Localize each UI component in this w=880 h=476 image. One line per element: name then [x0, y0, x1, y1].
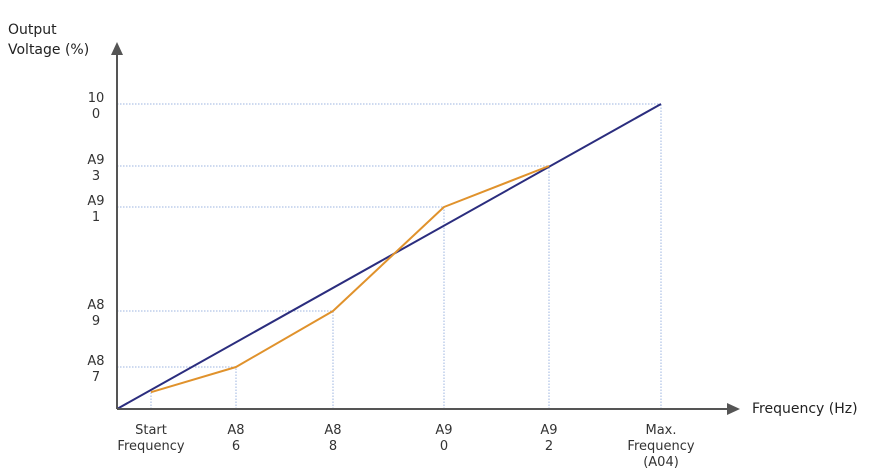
- y-tick-label-3: A9 1: [84, 194, 108, 226]
- y-tick-label-4-line-1: A9: [87, 153, 105, 168]
- x-tick-label-6: Max. Frequency (A04): [611, 423, 711, 471]
- series-line-1: [116, 103, 662, 410]
- x-tick-label-5-line-2: 2: [544, 439, 554, 454]
- y-axis-arrow: [111, 42, 123, 55]
- x-tick-label-1: Start Frequency: [101, 423, 201, 455]
- y-tick-label-5-line-1: 10: [87, 91, 105, 106]
- x-tick-label-6-line-3: (A04): [643, 455, 679, 470]
- x-tick-label-1-line-2: Frequency: [117, 439, 185, 454]
- x-tick-label-6-line-1: Max.: [645, 423, 677, 438]
- x-tick-label-5-line-1: A9: [540, 423, 558, 438]
- y-tick-label-1-line-1: A8: [87, 354, 105, 369]
- y-tick-label-4: A9 3: [84, 153, 108, 185]
- x-tick-label-2: A8 6: [186, 423, 286, 455]
- series-line-2: [150, 165, 550, 394]
- y-tick-label-3-line-2: 1: [91, 210, 101, 225]
- x-axis-arrow: [727, 403, 740, 415]
- x-axis-title: Frequency (Hz): [752, 401, 858, 417]
- y-axis-title: Output Voltage (%): [8, 20, 89, 60]
- y-tick-label-1-line-2: 7: [91, 370, 101, 385]
- y-tick-label-1: A8 7: [84, 354, 108, 386]
- y-tick-label-2-line-2: 9: [91, 314, 101, 329]
- x-tick-label-2-line-1: A8: [227, 423, 245, 438]
- axes: [111, 42, 740, 415]
- x-tick-label-4-line-2: 0: [439, 439, 449, 454]
- y-tick-label-2: A8 9: [84, 298, 108, 330]
- x-tick-label-5: A9 2: [499, 423, 599, 455]
- y-axis-title-line-1: Output: [8, 22, 57, 38]
- y-tick-label-3-line-1: A9: [87, 194, 105, 209]
- x-tick-label-2-line-2: 6: [231, 439, 241, 454]
- y-tick-label-5-line-2: 0: [91, 107, 101, 122]
- y-tick-label-2-line-1: A8: [87, 298, 105, 313]
- x-tick-label-4-line-1: A9: [435, 423, 453, 438]
- y-axis-title-line-2: Voltage (%): [8, 42, 90, 58]
- gridlines: [117, 103, 662, 409]
- x-tick-label-3-line-1: A8: [324, 423, 342, 438]
- x-tick-label-4: A9 0: [394, 423, 494, 455]
- y-tick-label-5: 10 0: [84, 91, 108, 123]
- series-layer: [116, 103, 662, 410]
- x-tick-label-3-line-2: 8: [328, 439, 338, 454]
- x-tick-label-6-line-2: Frequency: [627, 439, 695, 454]
- x-tick-label-3: A8 8: [283, 423, 383, 455]
- y-tick-label-4-line-2: 3: [91, 169, 101, 184]
- x-tick-label-1-line-1: Start: [135, 423, 167, 438]
